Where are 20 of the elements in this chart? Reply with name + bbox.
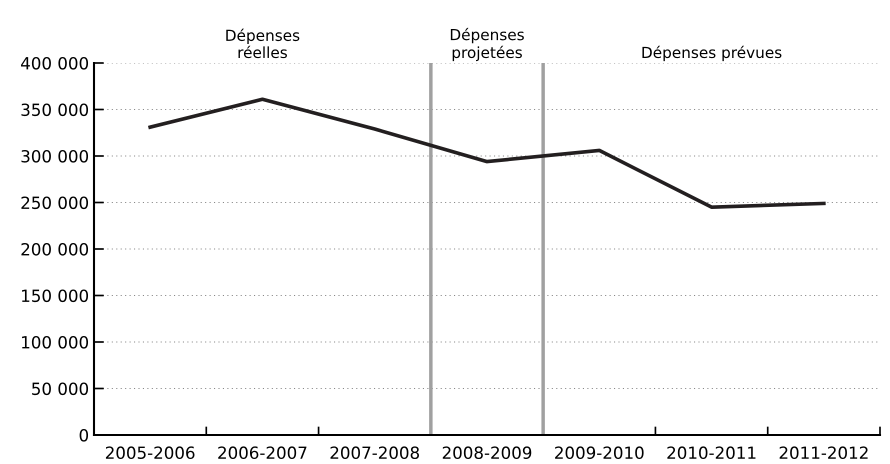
x-tick-label: 2005-2006 bbox=[106, 446, 195, 460]
x-tick-label: 2006-2007 bbox=[218, 446, 306, 460]
text: Dépenses prévues bbox=[642, 46, 782, 62]
x-tick-label: 2011-2012 bbox=[780, 446, 868, 460]
y-tick-label: 100 000 bbox=[22, 336, 88, 349]
y-tick-label: 0 bbox=[80, 428, 88, 442]
x-tick-label: 2010-2011 bbox=[667, 446, 756, 460]
y-tick-label: 250 000 bbox=[21, 196, 88, 210]
y-tick-label: 50 000 bbox=[32, 382, 88, 396]
y-tick-label: 200 000 bbox=[21, 242, 88, 256]
text: Dépenses projetées bbox=[450, 28, 524, 62]
x-tick-label: 2009-2010 bbox=[555, 446, 644, 460]
x-tick-label: 2007-2008 bbox=[330, 446, 419, 460]
line-series bbox=[148, 97, 826, 209]
y-tick-label: 400 000 bbox=[21, 56, 88, 70]
y-tick-label: 150 000 bbox=[22, 289, 88, 302]
y-tick-label: 300 000 bbox=[21, 150, 88, 163]
y-tick-label: 350 000 bbox=[21, 103, 88, 116]
text: Dépenses réelles bbox=[226, 28, 300, 58]
x-tick-label: 2008-2009 bbox=[442, 446, 532, 460]
